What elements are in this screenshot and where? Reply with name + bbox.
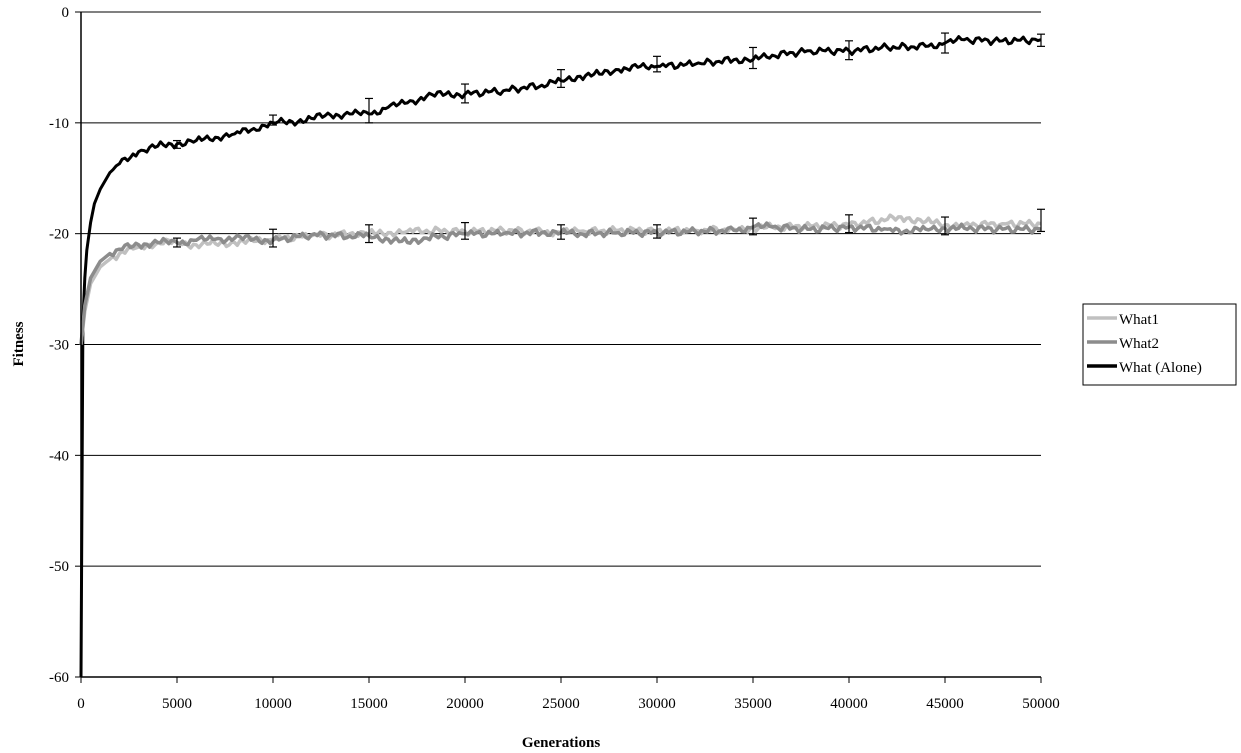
error-bar bbox=[173, 139, 181, 149]
axes bbox=[80, 12, 1041, 678]
error-bar bbox=[749, 46, 757, 70]
x-tick-label: 15000 bbox=[350, 696, 388, 712]
error-bars bbox=[173, 32, 1045, 248]
x-tick-label: 30000 bbox=[638, 696, 676, 712]
gridlines bbox=[75, 11, 1042, 683]
legend-entry: What (Alone) bbox=[1087, 360, 1202, 376]
error-bar bbox=[845, 40, 853, 61]
error-bar bbox=[173, 237, 181, 248]
x-tick-label: 40000 bbox=[830, 696, 868, 712]
error-bar bbox=[845, 214, 853, 234]
error-bar bbox=[1037, 208, 1045, 233]
legend-label: What (Alone) bbox=[1119, 360, 1202, 376]
y-tick-label: -20 bbox=[49, 227, 69, 243]
error-bar bbox=[461, 83, 469, 104]
legend-entry: What2 bbox=[1087, 336, 1159, 352]
y-tick-label: -10 bbox=[49, 116, 69, 132]
legend: What1 What2 What (Alone) bbox=[1082, 303, 1237, 386]
y-tick-label: -40 bbox=[49, 448, 69, 464]
x-tick-label: 5000 bbox=[162, 696, 192, 712]
error-bar bbox=[557, 224, 565, 240]
error-bar bbox=[1037, 33, 1045, 47]
legend-entry: What1 bbox=[1087, 312, 1159, 328]
error-bar bbox=[269, 228, 277, 248]
y-tick-label: -50 bbox=[49, 559, 69, 575]
error-bar bbox=[653, 55, 661, 73]
x-tick-label: 0 bbox=[77, 696, 85, 712]
x-tick-label: 45000 bbox=[926, 696, 964, 712]
error-bar bbox=[557, 69, 565, 88]
y-tick-labels: 0 -10 -20 -30 -40 -50 -60 bbox=[49, 5, 69, 686]
error-bar bbox=[461, 221, 469, 240]
x-tick-label: 35000 bbox=[734, 696, 772, 712]
y-tick-label: -60 bbox=[49, 670, 69, 686]
y-tick-label: -30 bbox=[49, 338, 69, 354]
error-bar bbox=[653, 224, 661, 239]
error-bar bbox=[749, 217, 757, 236]
x-tick-labels: 0 5000 10000 15000 20000 25000 30000 35000 40000… bbox=[77, 696, 1060, 712]
y-tick-label: 0 bbox=[62, 5, 70, 21]
error-bar bbox=[941, 216, 949, 236]
error-bar bbox=[365, 97, 373, 124]
x-tick-label: 50000 bbox=[1022, 696, 1060, 712]
series-line-what2 bbox=[79, 221, 1042, 345]
series-line-what-alone bbox=[79, 35, 1042, 678]
error-bar bbox=[941, 32, 949, 54]
x-axis-title: Generations bbox=[522, 735, 600, 751]
x-tick-label: 25000 bbox=[542, 696, 580, 712]
x-tick-label: 10000 bbox=[254, 696, 292, 712]
legend-label: What2 bbox=[1119, 336, 1159, 352]
error-bar bbox=[365, 224, 373, 244]
y-axis-title: Fitness bbox=[11, 321, 27, 366]
series-lines bbox=[79, 35, 1042, 678]
error-bar bbox=[269, 114, 277, 126]
x-tick-label: 20000 bbox=[446, 696, 484, 712]
legend-label: What1 bbox=[1119, 312, 1159, 328]
